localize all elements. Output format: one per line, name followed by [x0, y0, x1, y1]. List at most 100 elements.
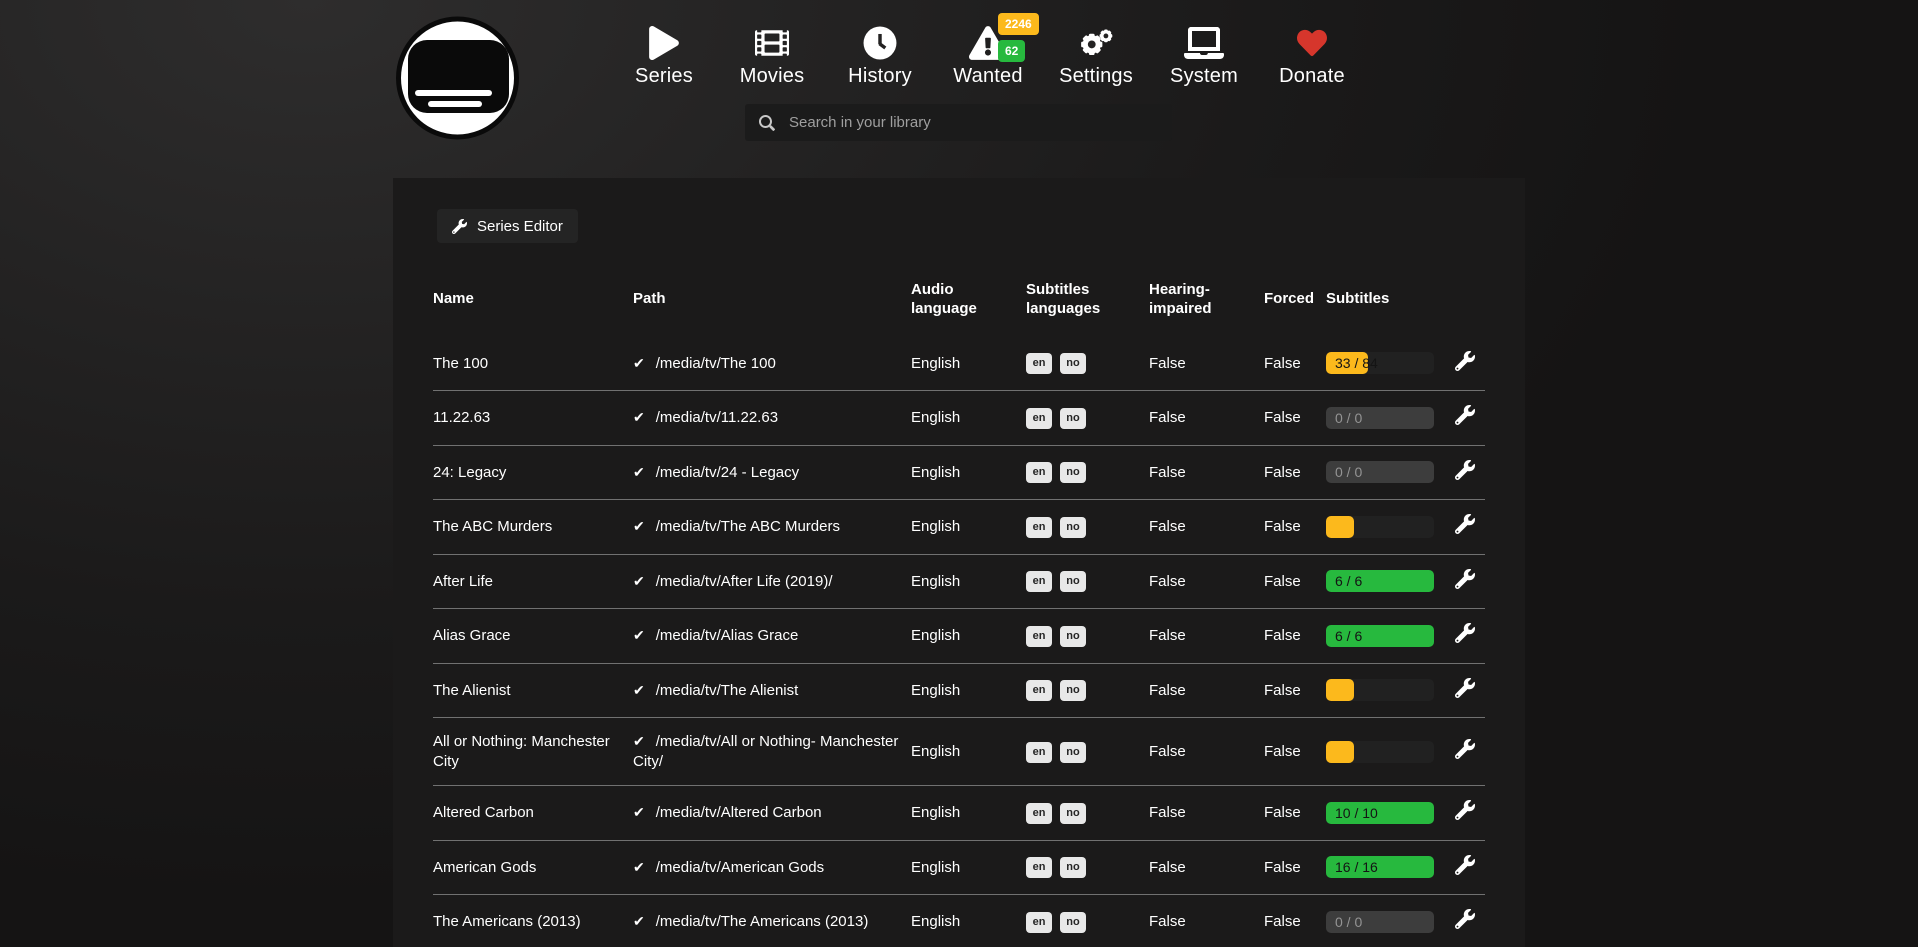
wrench-icon [452, 218, 467, 234]
edit-series-button[interactable] [1455, 738, 1475, 759]
edit-series-button[interactable] [1455, 514, 1475, 534]
language-badge: en [1026, 516, 1052, 538]
bazarr-logo-icon [396, 16, 519, 140]
subtitles-progress-bar: 6 / 6 [1326, 570, 1434, 593]
edit-series-button[interactable] [1455, 405, 1475, 425]
progress-fill [1326, 515, 1355, 538]
edit-series-button[interactable] [1455, 909, 1475, 929]
series-row[interactable]: The 100 ✔/media/tv/The 100 English en no … [433, 337, 1485, 391]
series-name[interactable]: All or Nothing: Manchester City [433, 733, 610, 770]
row-tools-cell [1450, 500, 1485, 555]
search-input[interactable] [787, 113, 1172, 132]
subtitles-progress-cell: 0 / 0 [1326, 391, 1450, 446]
series-row[interactable]: The Americans (2013) ✔ /media/tv/The Amer… [433, 894, 1485, 947]
series-name[interactable]: American Gods [433, 858, 537, 876]
edit-series-button[interactable] [1455, 800, 1475, 820]
language-badge: en [1026, 407, 1052, 429]
path-exists-check-icon: ✔ [633, 463, 645, 480]
language-badge: no [1060, 625, 1086, 647]
subtitles-progress-bar: 0 / 0 [1326, 461, 1434, 484]
series-path-cell: ✔ /media/tv/The Alienist [633, 663, 911, 718]
series-name[interactable]: The Americans (2013) [433, 913, 581, 930]
forced-value: False [1264, 463, 1301, 481]
series-editor-button[interactable]: Series Editor [437, 209, 578, 243]
edit-series-button[interactable] [1455, 568, 1475, 589]
progress-fill [1326, 856, 1434, 879]
series-row[interactable]: The ABC Murders ✔ /media/tv/The ABC Murde… [433, 499, 1485, 555]
search-icon [759, 114, 775, 131]
wrench-icon [1455, 405, 1475, 425]
play-icon [649, 26, 679, 60]
series-name[interactable]: The Alienist [433, 681, 511, 699]
series-path: /media/tv/24 - Legacy [655, 463, 800, 481]
path-exists-check-icon: ✔ [633, 733, 645, 749]
language-badge: no [1060, 571, 1086, 593]
subtitles-progress-bar [1326, 515, 1434, 538]
series-name[interactable]: Alias Grace [433, 627, 511, 644]
series-row[interactable]: The Alienist ✔ /media/tv/The Alienist Eng… [433, 663, 1485, 718]
series-path: /media/tv/After Life (2019)/ [655, 572, 833, 590]
series-row[interactable]: Altered Carbon ✔ /media/tv/Altered Carbon… [433, 785, 1485, 841]
language-badge: no [1060, 353, 1086, 375]
series-row[interactable]: American Gods ✔ /media/tv/American Gods E… [433, 840, 1485, 895]
nav-item-series[interactable]: Series [610, 24, 718, 88]
series-path-cell: ✔ /media/tv/After Life (2019)/ [633, 554, 911, 609]
nav-item-label: Donate [1279, 65, 1345, 87]
series-name[interactable]: 24: Legacy [433, 463, 507, 481]
nav-item-settings[interactable]: Settings [1042, 24, 1150, 88]
language-badge: en [1026, 353, 1052, 375]
series-name[interactable]: 11.22.63 [433, 409, 491, 426]
hearing-impaired-value: False [1149, 409, 1186, 426]
forced-value: False [1264, 627, 1301, 644]
clock-icon [863, 26, 897, 60]
hearing-impaired-value: False [1149, 572, 1186, 590]
series-path: /media/tv/All or Nothing- Manchester Cit… [633, 733, 899, 770]
edit-series-button[interactable] [1455, 623, 1475, 643]
series-row[interactable]: After Life ✔ /media/tv/After Life (2019)/… [433, 554, 1485, 609]
series-name[interactable]: The ABC Murders [433, 518, 553, 535]
language-badge: en [1026, 625, 1052, 647]
language-badge: no [1060, 407, 1086, 429]
series-path-cell: ✔ /media/tv/The Americans (2013) [633, 895, 911, 947]
subtitles-progress-bar [1326, 679, 1434, 702]
progress-fill [1326, 740, 1355, 763]
nav-item-history[interactable]: History [826, 24, 934, 88]
forced-value: False [1264, 804, 1301, 821]
language-badge: en [1026, 462, 1052, 484]
path-exists-check-icon: ✔ [633, 913, 645, 929]
nav-item-wanted[interactable]: Wanted 2246 62 [934, 13, 1042, 88]
table-header-row: Name Path Audio language Subtitles langu… [433, 267, 1485, 337]
subtitles-languages: en no [1026, 786, 1149, 841]
audio-language: English [911, 913, 961, 930]
forced-value: False [1264, 409, 1301, 426]
series-name[interactable]: After Life [433, 572, 494, 590]
subtitles-progress-cell: 6 / 6 [1326, 609, 1450, 664]
language-badge: no [1060, 680, 1086, 702]
edit-series-button[interactable] [1455, 677, 1475, 698]
series-name[interactable]: Altered Carbon [433, 804, 534, 821]
series-row[interactable]: 24: Legacy ✔ /media/tv/24 - Legacy Englis… [433, 445, 1485, 500]
row-tools-cell [1450, 840, 1485, 895]
nav-item-system[interactable]: System [1150, 24, 1258, 88]
edit-series-button[interactable] [1455, 350, 1475, 371]
subtitles-progress-cell: 6 / 6 [1326, 554, 1450, 609]
subtitles-progress-bar: 0 / 0 [1326, 910, 1434, 933]
nav-item-label: Movies [739, 65, 805, 87]
subtitles-languages: en no [1026, 609, 1149, 664]
series-row[interactable]: Alias Grace ✔ /media/tv/Alias Grace Engli… [433, 608, 1485, 664]
edit-series-button[interactable] [1455, 854, 1475, 875]
edit-series-button[interactable] [1455, 459, 1475, 480]
row-tools-cell [1450, 337, 1485, 391]
series-row[interactable]: All or Nothing: Manchester City ✔/media/… [433, 717, 1485, 786]
wrench-icon [1455, 514, 1475, 534]
language-badge: no [1060, 741, 1086, 763]
nav-item-movies[interactable]: Movies [718, 24, 826, 88]
series-name[interactable]: The 100 [433, 354, 489, 372]
col-header-forced: Forced [1264, 290, 1315, 308]
row-tools-cell [1450, 786, 1485, 841]
nav-item-donate[interactable]: Donate [1258, 24, 1366, 88]
series-row[interactable]: 11.22.63 ✔ /media/tv/11.22.63 English en n… [433, 390, 1485, 446]
app-logo[interactable] [394, 14, 521, 141]
subtitles-languages: en no [1026, 840, 1149, 895]
audio-language: English [911, 804, 961, 821]
